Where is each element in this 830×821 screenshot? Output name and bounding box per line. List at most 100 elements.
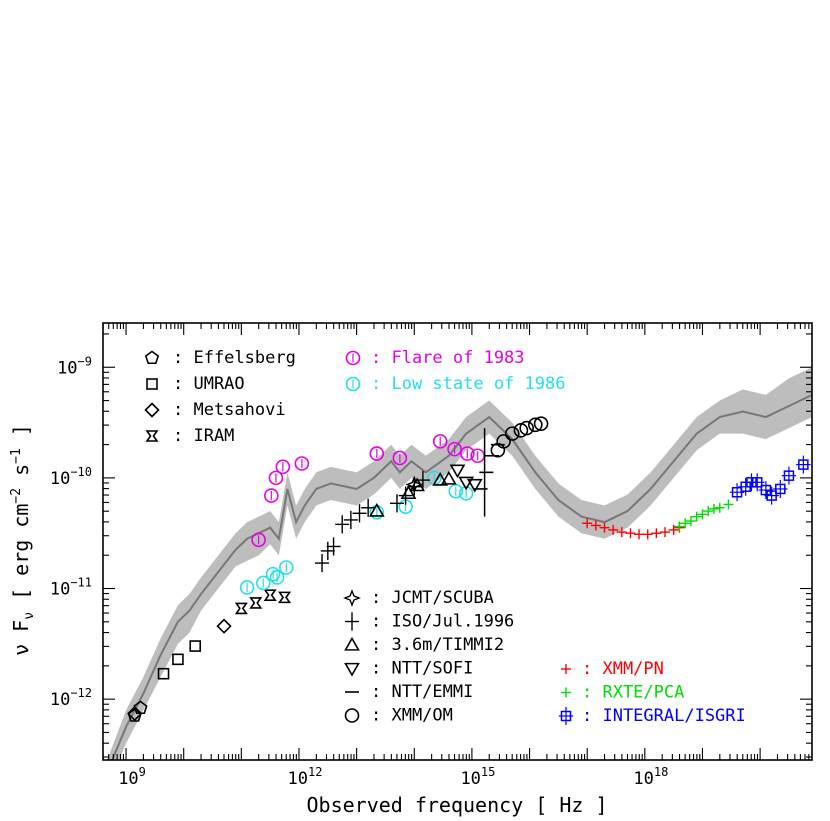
- y-axis-label-exp2: −1: [9, 448, 24, 464]
- pn-point-9: [660, 527, 671, 538]
- iram-point-2: [263, 589, 277, 601]
- flare1983-point-0: [251, 532, 266, 548]
- iso-point-0: [315, 553, 330, 573]
- flare1983-point-9: [459, 446, 475, 461]
- legend-marker-effelsberg: [144, 350, 160, 365]
- y-tick-label-m10: 10−10: [50, 465, 92, 489]
- plot-border: [102, 322, 813, 761]
- iso-point-5: [352, 504, 367, 523]
- isgri-point-0: [729, 483, 745, 502]
- sofi-point-2: [466, 478, 483, 493]
- legend-marker-flare1983: [345, 350, 361, 366]
- isgri-point-4: [758, 481, 774, 500]
- timmi2-point-3: [432, 471, 449, 486]
- legend-bottom-right: : XMM/PN: RXTE/PCA: INTEGRAL/ISGRI: [558, 659, 746, 726]
- isgri-point-8: [796, 455, 811, 474]
- iram-point-1: [249, 597, 263, 609]
- timmi2-point-2: [409, 477, 426, 492]
- legend-label-emmi: : NTT/EMMI: [371, 682, 473, 702]
- iso-point-9: [407, 477, 422, 496]
- iso-point-7: [389, 494, 404, 513]
- iso-point-8: [398, 486, 413, 505]
- om-point-4: [519, 420, 534, 436]
- legend-label-iram: : IRAM: [173, 426, 234, 446]
- pn-point-2: [599, 522, 610, 533]
- model-curve: [111, 394, 812, 760]
- series-om: [490, 416, 549, 458]
- legend-top-left: : Effelsberg : UMRAO : Metsahovi : IRAM: [144, 348, 296, 446]
- series-flare1983: [251, 434, 485, 548]
- om-point-5: [528, 417, 543, 433]
- x-tick-label-18: 1018: [633, 765, 668, 789]
- iso-point-2: [326, 537, 341, 556]
- umrao-point-2: [189, 640, 202, 652]
- series-pca: [674, 499, 734, 532]
- isgri-point-5: [764, 486, 779, 505]
- data-points: [127, 416, 811, 722]
- legend-item-low1986: : Low state of 1986: [345, 374, 565, 394]
- legend-item-effelsberg: : Effelsberg: [144, 348, 296, 368]
- legend-item-flare1983: : Flare of 1983: [345, 348, 525, 368]
- legend-marker-low1986: [345, 376, 361, 392]
- pn-point-8: [651, 528, 662, 539]
- pn-point-1: [590, 520, 601, 531]
- legend: : Effelsberg : UMRAO : Metsahovi : IRAM : Fl…: [144, 348, 746, 726]
- legend-item-timmi2: : 3.6m/TIMMI2: [344, 635, 504, 655]
- legend-item-iram: : IRAM: [145, 426, 234, 446]
- metsahovi-point-0: [127, 705, 143, 722]
- legend-marker-sofi: [344, 662, 360, 677]
- pn-point-7: [642, 529, 653, 540]
- y-tick-label-m11: 10−11: [50, 576, 92, 600]
- om-point-1: [496, 434, 511, 449]
- axis-labels: Observed frequency [ Hz ] ν Fν [ erg cm−…: [9, 424, 608, 817]
- pca-point-4: [697, 509, 708, 520]
- axis-ticks: 109 1012 1015 1018 10−9 10−10 10−11 10−12: [50, 323, 812, 789]
- legend-item-iso: : ISO/Jul.1996: [345, 612, 514, 632]
- legend-label-metsahovi: : Metsahovi: [173, 400, 286, 420]
- legend-label-om: : XMM/OM: [371, 706, 453, 726]
- y-axis-label-sub: ν: [22, 612, 37, 620]
- legend-item-emmi: : NTT/EMMI: [345, 682, 473, 702]
- legend-item-jcmt: : JCMT/SCUBA: [343, 588, 494, 608]
- legend-item-umrao: : UMRAO: [146, 374, 245, 394]
- low1986-point-4: [279, 560, 294, 575]
- sofi-point-0: [449, 464, 466, 479]
- series-isgri: [729, 455, 811, 505]
- series-timmi2: [368, 470, 457, 517]
- umrao-point-0: [157, 667, 170, 680]
- legend-item-metsahovi: : Metsahovi: [144, 400, 286, 420]
- om-point-6: [533, 416, 549, 431]
- pca-point-7: [714, 502, 725, 513]
- flare1983-point-4: [294, 456, 310, 471]
- timmi2-point-1: [400, 485, 417, 500]
- legend-marker-pca: [561, 687, 571, 698]
- x-tick-label-9: 109: [118, 765, 146, 789]
- pn-point-6: [634, 529, 645, 540]
- legend-bottom-middle: : JCMT/SCUBA : ISO/Jul.1996 : 3.6m/TIMMI2:…: [343, 588, 514, 726]
- pn-point-0: [582, 518, 593, 529]
- pn-point-5: [625, 528, 636, 539]
- iso-point-1: [320, 541, 335, 561]
- y-axis-label-mid: s: [9, 464, 33, 488]
- legend-top-right: : Flare of 1983 : Low state of 1986: [345, 348, 565, 394]
- legend-label-jcmt: : JCMT/SCUBA: [371, 588, 494, 608]
- legend-item-sofi: : NTT/SOFI: [344, 659, 473, 679]
- legend-marker-timmi2: [344, 636, 360, 651]
- y-axis-label-exp1: −2: [9, 488, 24, 504]
- plot-frame: [102, 322, 813, 761]
- legend-label-umrao: : UMRAO: [173, 374, 245, 394]
- legend-label-iso: : ISO/Jul.1996: [371, 612, 514, 632]
- legend-label-isgri: : INTEGRAL/ISGRI: [582, 706, 746, 726]
- series-low1986: [239, 470, 474, 595]
- legend-item-om: : XMM/OM: [344, 706, 453, 726]
- pca-point-6: [709, 503, 720, 514]
- timmi2-point-4: [440, 470, 457, 485]
- flare1983-point-3: [275, 459, 291, 475]
- iso-point-3: [335, 515, 350, 534]
- pca-point-3: [691, 511, 702, 522]
- x-axis-label: Observed frequency [ Hz ]: [306, 793, 607, 817]
- model-line: [111, 394, 812, 760]
- legend-marker-metsahovi: [144, 402, 160, 418]
- legend-label-pca: : RXTE/PCA: [582, 683, 684, 703]
